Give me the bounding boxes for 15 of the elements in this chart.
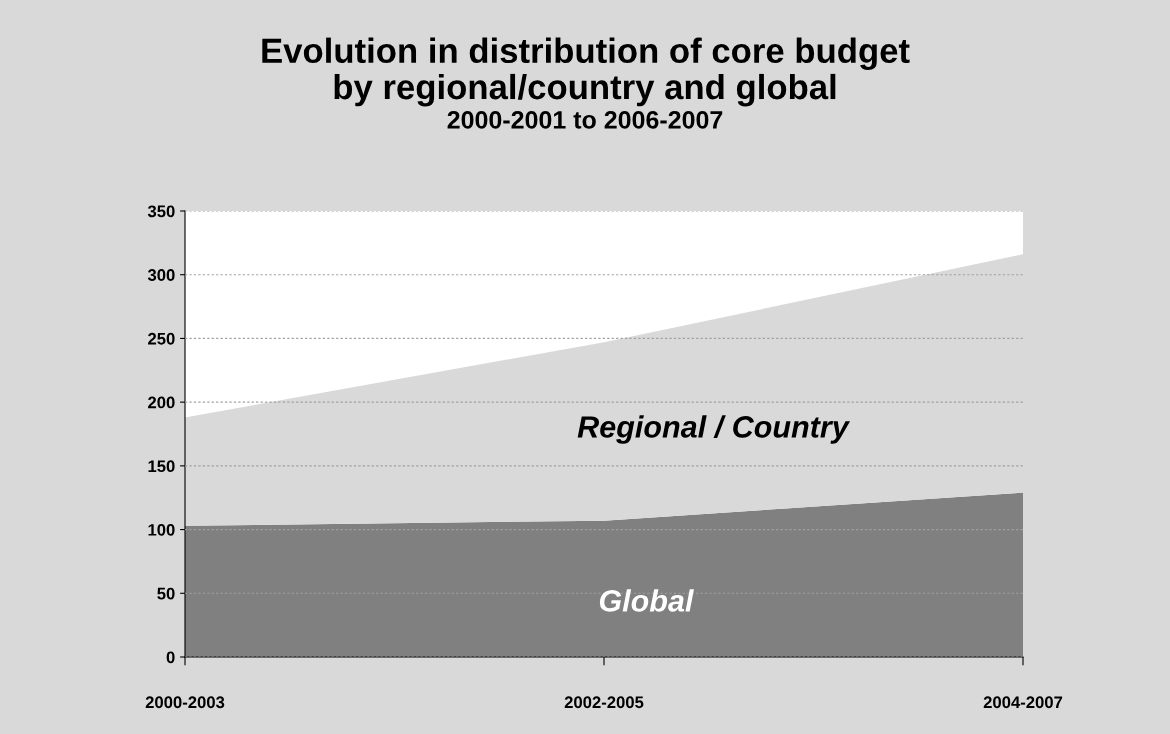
y-tick-label: 300 bbox=[147, 269, 175, 281]
y-tick-label: 50 bbox=[157, 587, 175, 600]
y-tick-label: 150 bbox=[148, 460, 175, 473]
y-tick-label: 0 bbox=[166, 651, 175, 664]
x-tick-label: 2000-2003 bbox=[145, 696, 225, 709]
x-tick-label: 2004-2007 bbox=[983, 696, 1063, 709]
series-label: Global bbox=[599, 589, 694, 612]
chart-subtitle: 2000-2001 to 2006-2007 bbox=[447, 111, 723, 129]
chart-title: Evolution in distribution of core budget by regional/country and global bbox=[262, 37, 910, 107]
series-label: Regional / Country bbox=[577, 415, 851, 444]
y-tick-label: 200 bbox=[148, 396, 175, 409]
x-tick-label: 2002-2005 bbox=[564, 696, 644, 709]
y-tick-label: 250 bbox=[148, 332, 175, 345]
y-tick-label: 350 bbox=[147, 205, 175, 218]
y-tick-label: 100 bbox=[148, 523, 175, 536]
